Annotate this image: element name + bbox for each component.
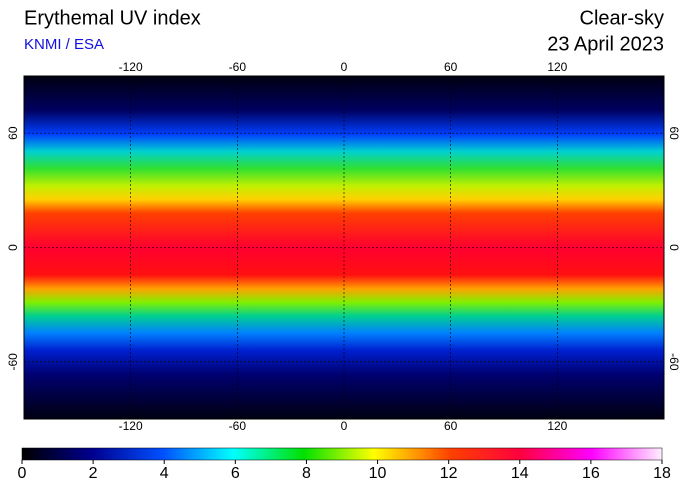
y-tick-label: 0 — [667, 244, 681, 251]
colorbar-label: 18 — [653, 465, 671, 482]
x-tick-label: 0 — [341, 60, 348, 74]
colorbar-label: 0 — [18, 465, 27, 482]
y-tick-label: 60 — [6, 126, 20, 140]
title: Erythemal UV index — [24, 7, 201, 29]
y-tick-label: 60 — [667, 126, 681, 140]
x-tick-label: 120 — [547, 419, 567, 433]
colorbar-label: 10 — [369, 465, 387, 482]
x-tick-label: -60 — [229, 419, 247, 433]
x-tick-label: -120 — [119, 60, 143, 74]
colorbar-label: 8 — [302, 465, 311, 482]
x-tick-label: 60 — [444, 419, 458, 433]
x-tick-label: 0 — [341, 419, 348, 433]
colorbar-label: 2 — [89, 465, 98, 482]
date: 23 April 2023 — [547, 33, 664, 55]
x-tick-label: -120 — [119, 419, 143, 433]
x-tick-label: 120 — [547, 60, 567, 74]
y-tick-label: -60 — [667, 353, 681, 371]
source: KNMI / ESA — [24, 36, 104, 53]
condition: Clear-sky — [580, 7, 664, 29]
colorbar-label: 12 — [440, 465, 458, 482]
y-tick-label: -60 — [6, 353, 20, 371]
x-tick-label: 60 — [444, 60, 458, 74]
colorbar-label: 16 — [582, 465, 600, 482]
colorbar-label: 6 — [231, 465, 240, 482]
y-tick-label: 0 — [6, 244, 20, 251]
colorbar-label: 14 — [511, 465, 529, 482]
colorbar — [21, 447, 663, 461]
x-tick-label: -60 — [229, 60, 247, 74]
colorbar-label: 4 — [160, 465, 169, 482]
